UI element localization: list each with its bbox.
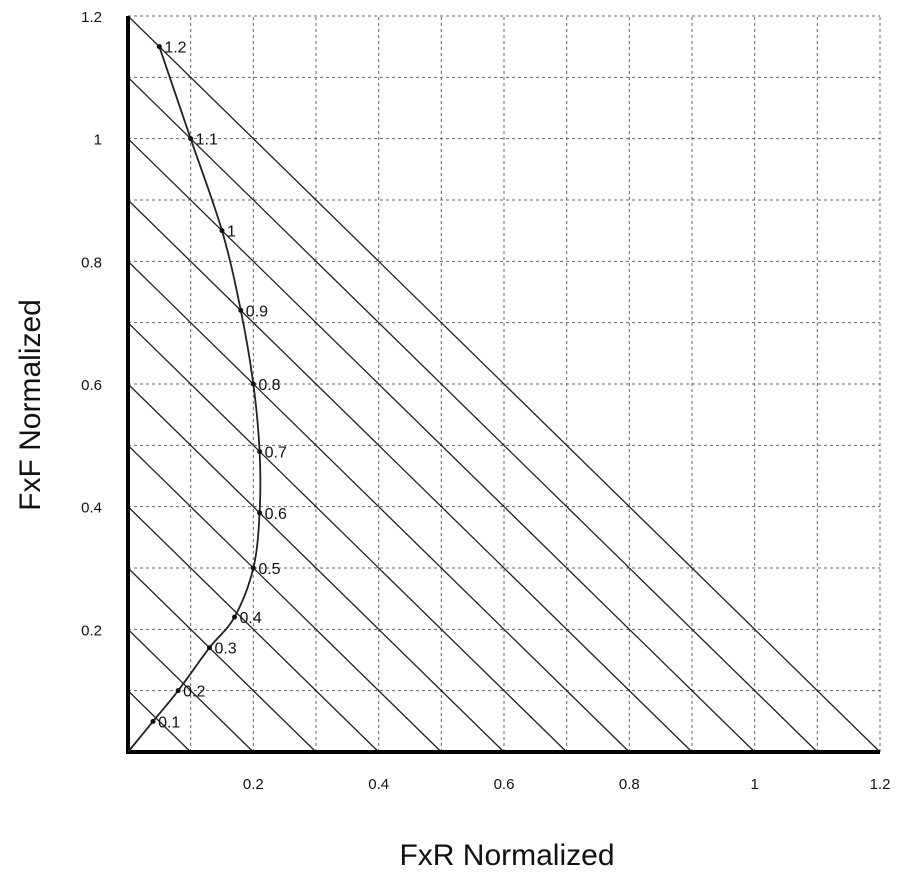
y-tick-label: 0.8 [81, 254, 102, 271]
point-label: 0.6 [265, 506, 287, 523]
constant-sum-line [127, 260, 630, 753]
point-label: 1.2 [164, 40, 186, 57]
series-point [156, 44, 162, 50]
constant-sum-line [127, 628, 254, 753]
series-point [188, 136, 194, 142]
y-axis-title: FxF Normalized [14, 299, 47, 511]
point-label: 0.7 [265, 444, 287, 461]
point-label: 1.1 [196, 132, 218, 149]
point-label: 1 [227, 224, 236, 241]
constant-sum-lines [127, 15, 881, 753]
series-point [257, 448, 263, 454]
constant-sum-line [127, 690, 192, 753]
series-point [250, 565, 256, 571]
curve-layer [127, 46, 262, 753]
x-tick-label: 0.6 [494, 776, 515, 793]
point-labels: 0.10.2 0.30.4 0.5 0.6 0.7 0.8 0.9 1 1.1 1.2 [150, 40, 287, 731]
x-tick-label: 1 [750, 776, 758, 793]
x-tick-label: 0.2 [243, 776, 264, 793]
constant-sum-line [127, 567, 317, 753]
y-tick-label: 1 [94, 132, 102, 149]
series-point [150, 718, 156, 724]
series-point [219, 228, 225, 234]
constant-sum-line [127, 444, 442, 753]
series-point [257, 510, 263, 516]
point-label: 0.1 [158, 714, 180, 731]
constant-sum-line [127, 199, 693, 753]
series-curve [127, 46, 262, 753]
series-point [206, 645, 212, 651]
point-label: 0.5 [258, 561, 280, 578]
y-tick-label: 0.6 [81, 377, 102, 394]
x-tick-label: 1.2 [870, 776, 891, 793]
series-point [238, 307, 244, 313]
constant-sum-line [127, 506, 380, 753]
y-tick-label: 0.4 [81, 500, 102, 517]
y-tick-label: 1.2 [81, 9, 102, 26]
series-point [175, 688, 181, 694]
series-point [232, 614, 238, 620]
series-point [250, 381, 256, 387]
x-tick-label: 0.4 [368, 776, 389, 793]
tick-labels: 0.2 0.4 0.6 0.8 1 1.2 0.2 0.4 0.6 0.8 1 1.2 [81, 9, 890, 793]
point-label: 0.9 [246, 303, 268, 320]
point-label: 0.4 [240, 610, 262, 627]
constant-sum-line [127, 76, 818, 753]
x-tick-label: 0.8 [619, 776, 640, 793]
point-label: 0.8 [258, 377, 280, 394]
constant-sum-line [127, 383, 505, 753]
constant-sum-line [127, 15, 881, 753]
y-tick-label: 0.2 [81, 622, 102, 639]
constant-sum-line [127, 138, 756, 753]
x-axis-title: FxR Normalized [399, 839, 614, 872]
axes [126, 16, 880, 754]
point-label: 0.3 [214, 641, 236, 658]
constant-sum-line [127, 322, 568, 753]
point-label: 0.2 [183, 684, 205, 701]
